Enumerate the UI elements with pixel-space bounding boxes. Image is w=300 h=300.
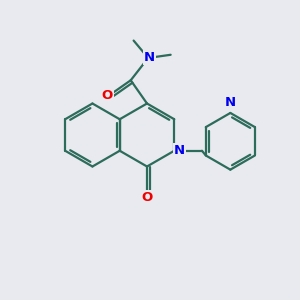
- Text: O: O: [141, 191, 153, 204]
- Text: N: N: [225, 96, 236, 109]
- Text: O: O: [102, 88, 113, 102]
- Text: N: N: [144, 51, 155, 64]
- Text: N: N: [174, 144, 185, 157]
